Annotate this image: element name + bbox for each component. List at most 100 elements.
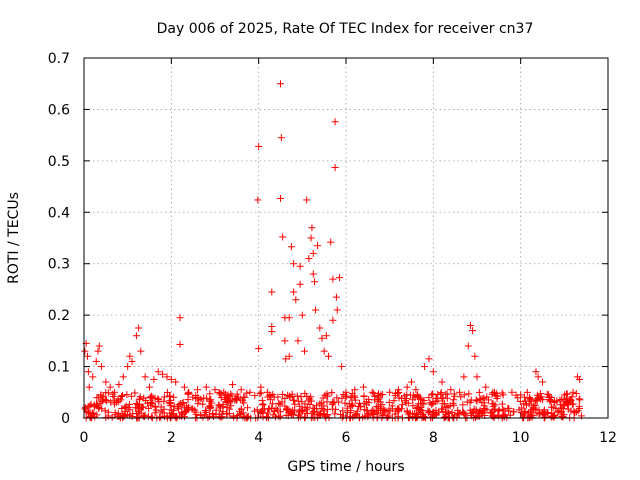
data-point [228,381,236,389]
baseline-point [147,401,155,409]
baseline-point [380,408,388,416]
baseline-point [259,413,267,421]
baseline-point [563,394,571,402]
baseline-point [166,412,174,420]
data-point [359,383,367,391]
x-tick-label: 2 [167,430,176,446]
baseline-point [206,404,214,412]
baseline-point [201,407,209,415]
baseline-point [330,398,338,406]
baseline-point [309,404,317,412]
data-point [301,347,309,355]
baseline-point [494,407,502,415]
data-point [490,388,498,396]
baseline-point [544,409,552,417]
baseline-point [499,405,507,413]
baseline-point [415,405,423,413]
baseline-point [122,404,130,412]
baseline-point [199,400,207,408]
baseline-point [404,399,412,407]
data-point [167,375,175,383]
baseline-point [576,396,584,404]
baseline-point [444,403,452,411]
data-point [237,386,245,394]
baseline-point [385,398,393,406]
data-point [290,260,298,268]
baseline-point [403,391,411,399]
baseline-point [218,413,226,421]
baseline-point [559,413,567,421]
baseline-point [188,405,196,413]
baseline-point [127,392,135,400]
baseline-point [559,402,567,410]
baseline-point [170,393,178,401]
baseline-point [425,394,433,402]
baseline-point [351,393,359,401]
baseline-point [287,410,295,418]
baseline-point [329,399,337,407]
baseline-point [355,413,363,421]
baseline-point [281,402,289,410]
baseline-point [516,397,524,405]
baseline-point [332,405,340,413]
baseline-point [237,405,245,413]
data-point [141,373,149,381]
baseline-point [324,392,332,400]
baseline-point [489,400,497,408]
baseline-point [515,406,523,414]
baseline-point [206,390,214,398]
baseline-point [192,408,200,416]
baseline-point [571,409,579,417]
data-point [351,386,359,394]
baseline-point [429,398,437,406]
data-point [83,352,91,360]
data-point [176,314,184,322]
data-point [119,373,127,381]
baseline-point [491,406,499,414]
baseline-point [203,394,211,402]
baseline-point [132,399,140,407]
baseline-point [490,413,498,421]
baseline-point [333,394,341,402]
baseline-point [146,393,154,401]
baseline-point [551,397,559,405]
baseline-point [131,389,139,397]
baseline-point [391,390,399,398]
baseline-point [244,404,252,412]
baseline-point [217,413,225,421]
baseline-point [270,407,278,415]
baseline-point [209,413,217,421]
data-point [322,332,330,340]
data-point [471,352,479,360]
baseline-point [356,403,364,411]
baseline-point [409,391,417,399]
x-tick-label: 6 [342,430,351,446]
baseline-point [118,404,126,412]
baseline-point [575,395,583,403]
x-tick-label: 4 [254,430,263,446]
data-point [333,306,341,314]
baseline-point [457,393,465,401]
data-point [146,383,153,391]
baseline-point [118,392,126,400]
baseline-point [267,392,275,400]
baseline-point [558,395,566,403]
data-point [263,388,271,396]
baseline-point [303,392,311,400]
data-point [137,347,145,355]
baseline-point [521,407,529,415]
baseline-point [99,393,107,401]
data-point [576,375,584,383]
data-point [342,388,350,396]
baseline-point [141,411,149,419]
data-point [150,375,158,383]
y-tick-label: 0 [61,411,70,427]
data-point [309,270,317,278]
data-point [172,378,180,386]
baseline-point [554,408,562,416]
data-point [408,378,415,386]
data-point [277,134,285,142]
baseline-point [331,410,339,418]
baseline-point [148,399,156,407]
data-point [126,352,134,360]
